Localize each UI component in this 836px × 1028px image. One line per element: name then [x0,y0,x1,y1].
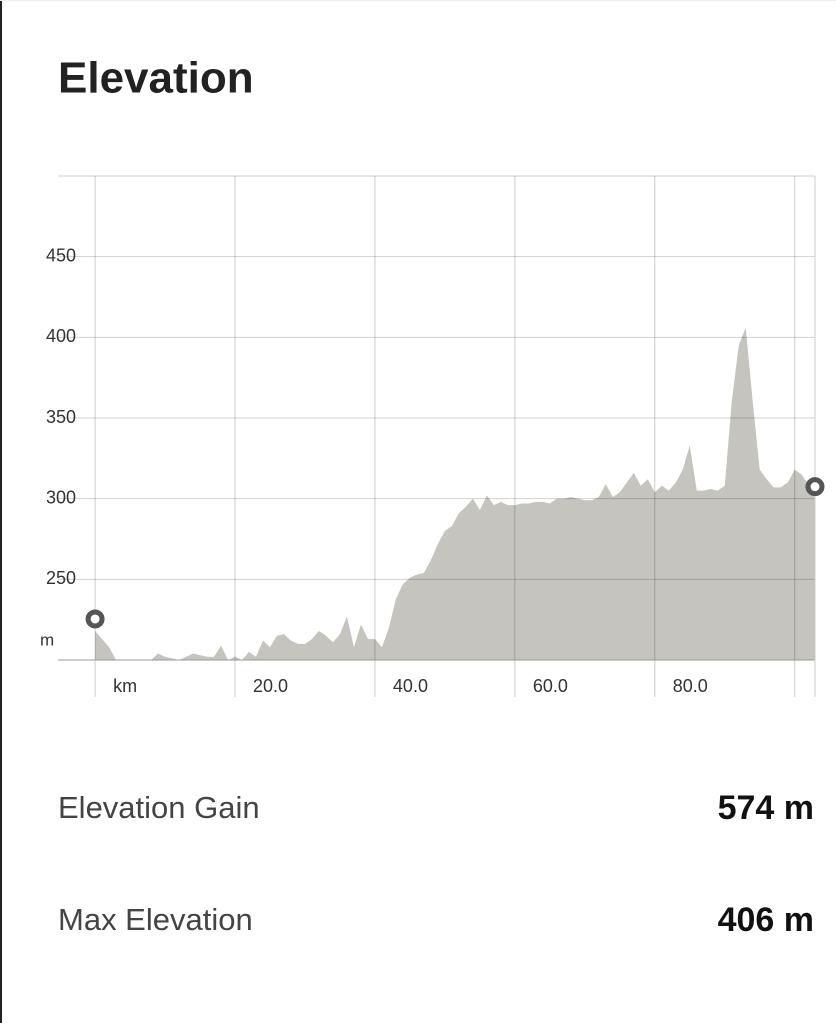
stat-value: 574 m [718,789,814,827]
elevation-area [95,327,816,660]
x-tick-label: km [113,676,137,696]
chart-title: Elevation [58,54,254,103]
endpoint-marker [805,477,825,497]
endpoint-marker [85,609,105,629]
y-unit: m [40,630,54,649]
stat-label: Max Elevation [58,902,253,937]
y-tick-label: 300 [46,487,76,507]
x-tick-label: 40.0 [393,676,428,696]
y-tick-label: 450 [46,245,76,265]
stat-label: Elevation Gain [58,790,260,825]
y-tick-label: 350 [46,407,76,427]
x-tick-label: 80.0 [673,676,708,696]
y-tick-label: 400 [46,326,76,346]
x-tick-label: 60.0 [533,676,568,696]
x-tick-label: 20.0 [253,676,288,696]
y-tick-label: 250 [46,568,76,588]
stat-value: 406 m [718,901,814,939]
